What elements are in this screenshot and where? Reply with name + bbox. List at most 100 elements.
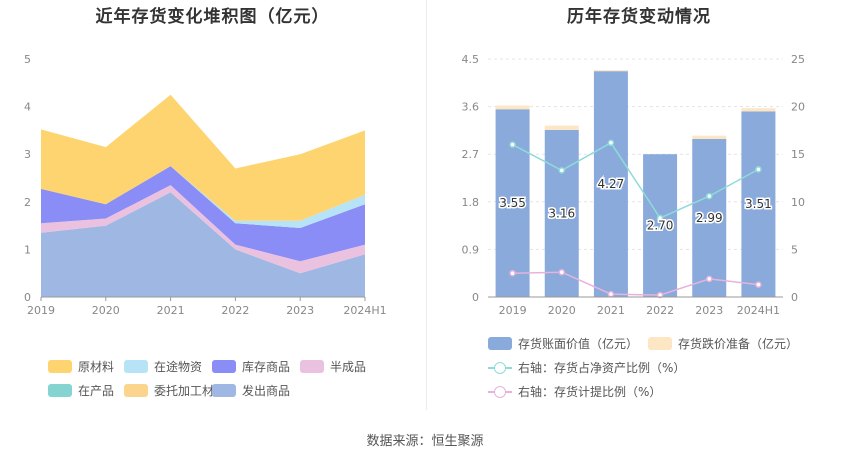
- area-series: [41, 94, 365, 221]
- y-tick-label: 2: [24, 196, 31, 209]
- data-source: 数据来源：恒生聚源: [366, 434, 484, 449]
- legend-swatch: [488, 337, 512, 350]
- line-point: [656, 214, 664, 222]
- legend-item: 发出商品: [212, 382, 290, 398]
- panel-divider: [426, 0, 427, 410]
- y-left-tick-label: 0.9: [462, 243, 480, 256]
- bar: [643, 154, 678, 297]
- x-tick-label: 2019: [499, 304, 527, 317]
- legend-swatch: [212, 360, 236, 373]
- y-right-tick-label: 15: [791, 148, 805, 161]
- y-right-tick-label: 20: [791, 101, 805, 114]
- y-tick-label: 3: [24, 148, 31, 161]
- legend-label: 委托加工材料: [154, 383, 227, 398]
- legend-item: 右轴：存货计提比例（%）: [488, 383, 661, 399]
- legend-item: 半成品: [300, 358, 366, 374]
- x-tick-label: 2022: [646, 304, 674, 317]
- y-left-tick-label: 4.5: [462, 53, 480, 66]
- provision-bar: [495, 105, 530, 110]
- x-tick-label: 2020: [92, 304, 120, 317]
- legend-swatch: [124, 360, 148, 373]
- line-point: [558, 167, 565, 174]
- legend-label: 发出商品: [242, 383, 291, 398]
- y-right-tick-label: 10: [791, 196, 805, 209]
- legend-label: 右轴：存货计提比例（%）: [518, 384, 662, 399]
- line-series: [512, 141, 759, 219]
- stacked-area-panel: 近年存货变化堆积图（亿元） 0 1 2 3 4 5 2019 2020 2021 2022 2023…: [0, 0, 425, 410]
- legend-swatch: [300, 360, 324, 373]
- legend-label: 存货账面价值（亿元）: [518, 336, 639, 351]
- right-chart-title: 历年存货变动情况: [567, 7, 711, 27]
- line-point: [706, 192, 713, 200]
- y-right-tick-label: 5: [791, 243, 798, 256]
- x-tick-label: 2020: [548, 304, 576, 317]
- legend-label: 存货跌价准备（亿元）: [678, 336, 799, 351]
- line-point: [558, 268, 565, 276]
- legend-line-marker: [488, 361, 512, 375]
- right-legend: 存货账面价值（亿元） 存货跌价准备（亿元） 右轴：存货占净资产比例（%） 右轴：存货计…: [428, 335, 850, 405]
- line-point: [509, 269, 516, 277]
- line-point: [706, 275, 713, 283]
- legend-item: 委托加工材料: [124, 382, 226, 398]
- legend-label: 在产品: [78, 383, 115, 398]
- x-tick-label: 2022: [221, 304, 249, 317]
- inventory-change-panel: 历年存货变动情况 0 0.9 1.8 2.7 3.6 4.5 0 5 10 15 20 25 3.55 3…: [428, 0, 850, 410]
- legend-label: 库存商品: [242, 359, 291, 374]
- area-series: [41, 166, 365, 262]
- y-left-tick-label: 1.8: [462, 196, 480, 209]
- legend-swatch: [212, 384, 236, 397]
- legend-label: 在途物资: [154, 359, 203, 374]
- legend-swatch: [48, 360, 72, 373]
- bar-value-label: 3.51: [745, 197, 772, 211]
- provision-bar: [544, 125, 579, 130]
- provision-bar: [741, 108, 776, 112]
- y-tick-label: 0: [24, 291, 31, 304]
- line-point: [656, 291, 664, 299]
- bar-value-label: 3.55: [499, 196, 526, 210]
- bar: [593, 71, 628, 297]
- legend-item: 在途物资: [124, 358, 202, 374]
- x-tick-label: 2024H1: [737, 304, 780, 317]
- legend-label: 右轴：存货占净资产比例（%）: [518, 360, 686, 375]
- x-tick-label: 2021: [597, 304, 625, 317]
- y-left-tick-label: 3.6: [462, 101, 480, 114]
- bar-value-label: 3.16: [548, 206, 575, 220]
- x-tick-label: 2021: [157, 304, 185, 317]
- left-chart-title: 近年存货变化堆积图（亿元）: [95, 7, 330, 27]
- line-point: [607, 290, 615, 298]
- y-tick-label: 5: [24, 53, 31, 66]
- legend-dot: [494, 385, 506, 398]
- legend-item: 原材料: [48, 358, 114, 374]
- y-left-tick-label: 0: [472, 291, 479, 304]
- legend-item: 右轴：存货占净资产比例（%）: [488, 359, 685, 375]
- left-legend: 原材料 在途物资 库存商品 半成品在产品 委托加工材料 发出商品: [0, 358, 425, 408]
- bar-value-label: 2.99: [696, 211, 723, 225]
- bar-value-label: 2.70: [647, 219, 674, 233]
- legend-item: 存货跌价准备（亿元）: [648, 335, 798, 351]
- bar: [692, 138, 727, 297]
- x-tick-label: 2019: [27, 304, 55, 317]
- line-point: [509, 141, 516, 148]
- line-series: [512, 271, 759, 296]
- legend-item: 存货账面价值（亿元）: [488, 335, 638, 351]
- y-right-tick-label: 25: [791, 53, 805, 66]
- provision-bar: [692, 135, 727, 139]
- x-tick-label: 2024H1: [343, 304, 386, 317]
- bar-value-label: 4.27: [598, 177, 625, 191]
- line-point: [755, 281, 762, 288]
- y-tick-label: 1: [24, 243, 31, 256]
- provision-bar: [593, 70, 628, 72]
- y-tick-label: 4: [24, 101, 31, 114]
- legend-swatch: [648, 337, 672, 350]
- legend-swatch: [124, 384, 148, 397]
- bar: [495, 109, 530, 297]
- x-tick-label: 2023: [695, 304, 723, 317]
- inventory-bar-line-chart: 0 0.9 1.8 2.7 3.6 4.5 0 5 10 15 20 25 3.55 3.16 4.27 2.…: [462, 53, 806, 317]
- bar: [741, 111, 776, 297]
- stacked-area-chart: 0 1 2 3 4 5 2019 2020 2021 2022 2023 2024H1: [24, 53, 387, 317]
- y-right-tick-label: 0: [791, 291, 798, 304]
- line-point: [755, 166, 762, 173]
- legend-line-marker: [488, 385, 512, 399]
- x-tick-label: 2023: [286, 304, 314, 317]
- legend-label: 半成品: [330, 359, 367, 374]
